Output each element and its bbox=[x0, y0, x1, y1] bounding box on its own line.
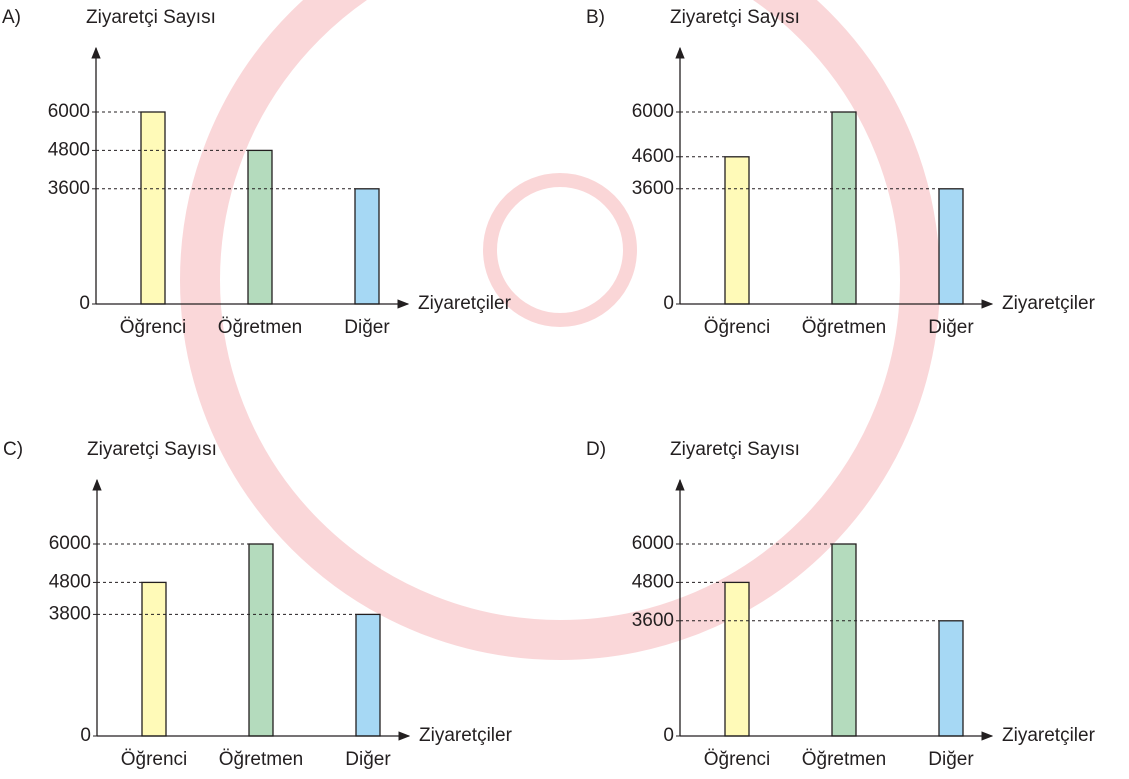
bar bbox=[832, 112, 856, 304]
y-tick-label: 4800 bbox=[49, 571, 91, 592]
y-tick-label: 6000 bbox=[632, 101, 674, 122]
x-tick-label: Diğer bbox=[344, 317, 390, 338]
bar bbox=[356, 614, 380, 736]
x-tick-label: Diğer bbox=[345, 749, 391, 770]
y-tick-label: 3800 bbox=[49, 603, 91, 624]
panel-label: D) bbox=[586, 439, 606, 460]
x-tick-label: Öğretmen bbox=[802, 317, 886, 338]
page: A) Ziyaretçi Sayısı Ziyaretçiler 0 3600 4800 6… bbox=[0, 0, 1129, 779]
y-tick-label: 4800 bbox=[48, 139, 90, 160]
y-tick-label: 3600 bbox=[632, 610, 674, 631]
x-axis-label: Ziyaretçiler bbox=[418, 293, 512, 314]
panel-label: B) bbox=[586, 7, 605, 28]
x-tick-label: Öğretmen bbox=[802, 749, 886, 770]
x-axis-label: Ziyaretçiler bbox=[1002, 293, 1096, 314]
x-axis-label: Ziyaretçiler bbox=[419, 725, 513, 746]
y-tick-label: 0 bbox=[79, 293, 90, 314]
y-tick-label: 0 bbox=[663, 725, 674, 746]
y-tick-label: 6000 bbox=[49, 533, 91, 554]
panel-label: A) bbox=[2, 7, 21, 28]
y-tick-label: 3600 bbox=[48, 178, 90, 199]
y-tick-label: 3600 bbox=[632, 178, 674, 199]
x-tick-label: Diğer bbox=[928, 749, 974, 770]
x-tick-label: Öğretmen bbox=[218, 317, 302, 338]
bar bbox=[725, 582, 749, 736]
y-axis-label: Ziyaretçi Sayısı bbox=[670, 439, 800, 460]
x-tick-label: Öğrenci bbox=[704, 749, 771, 770]
x-axis-label: Ziyaretçiler bbox=[1002, 725, 1096, 746]
x-tick-label: Öğrenci bbox=[120, 317, 187, 338]
y-tick-label: 0 bbox=[80, 725, 91, 746]
y-tick-label: 4600 bbox=[632, 146, 674, 167]
y-tick-label: 0 bbox=[663, 293, 674, 314]
y-axis-label: Ziyaretçi Sayısı bbox=[86, 7, 216, 28]
y-axis-label: Ziyaretçi Sayısı bbox=[670, 7, 800, 28]
panel-label: C) bbox=[3, 439, 23, 460]
bar bbox=[725, 157, 749, 304]
x-tick-label: Öğrenci bbox=[704, 317, 771, 338]
x-tick-label: Diğer bbox=[928, 317, 974, 338]
bar bbox=[249, 544, 273, 736]
bar bbox=[248, 150, 272, 304]
bar bbox=[141, 112, 165, 304]
bar bbox=[142, 582, 166, 736]
y-tick-label: 6000 bbox=[632, 533, 674, 554]
y-tick-label: 6000 bbox=[48, 101, 90, 122]
bar bbox=[832, 544, 856, 736]
bar bbox=[939, 621, 963, 736]
bar bbox=[939, 189, 963, 304]
y-tick-label: 4800 bbox=[632, 571, 674, 592]
x-tick-label: Öğrenci bbox=[121, 749, 188, 770]
x-tick-label: Öğretmen bbox=[219, 749, 303, 770]
y-axis-label: Ziyaretçi Sayısı bbox=[87, 439, 217, 460]
bar bbox=[355, 189, 379, 304]
